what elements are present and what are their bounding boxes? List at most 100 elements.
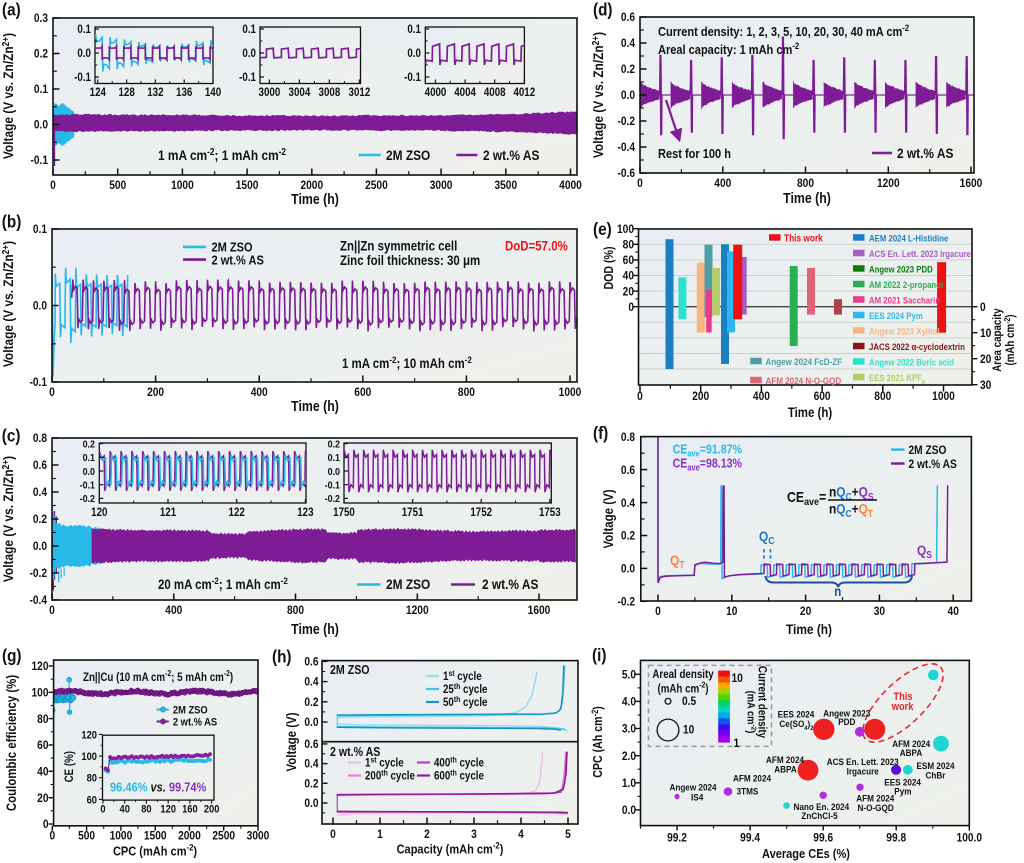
svg-text:400: 400 (165, 604, 182, 617)
svg-text:(e): (e) (593, 219, 612, 239)
svg-text:0.6: 0.6 (304, 738, 318, 751)
svg-text:10: 10 (726, 605, 737, 618)
svg-text:2 wt.% AS: 2 wt.% AS (483, 147, 540, 163)
svg-text:0.0: 0.0 (621, 90, 635, 103)
svg-text:(d): (d) (593, 0, 613, 20)
svg-text:20: 20 (37, 792, 48, 805)
svg-text:CPC (mAh cm-2): CPC (mAh cm-2) (113, 842, 197, 859)
svg-text:2 wt.% AS: 2 wt.% AS (897, 145, 954, 161)
svg-text:136: 136 (176, 86, 192, 99)
svg-text:0: 0 (100, 804, 105, 816)
svg-text:Angew 2024: Angew 2024 (669, 782, 716, 793)
svg-text:nQC+QS: nQC+QS (829, 484, 874, 503)
svg-text:800: 800 (874, 390, 891, 403)
svg-text:JACS 2022 α-cyclodextrin: JACS 2022 α-cyclodextrin (869, 341, 965, 352)
svg-text:0.1: 0.1 (34, 84, 48, 97)
svg-text:1000: 1000 (559, 386, 582, 399)
svg-text:ABPA: ABPA (900, 747, 923, 758)
svg-text:2M ZSO: 2M ZSO (212, 240, 253, 255)
svg-text:DOD (%): DOD (%) (602, 246, 616, 289)
svg-text:0: 0 (50, 179, 56, 192)
svg-text:2 wt.% AS: 2 wt.% AS (482, 576, 539, 592)
svg-text:nQC+QT: nQC+QT (829, 501, 873, 520)
svg-text:0.0: 0.0 (33, 300, 47, 313)
svg-text:2M ZSO: 2M ZSO (386, 576, 430, 592)
svg-text:-0.1: -0.1 (29, 377, 47, 390)
svg-text:1: 1 (377, 828, 383, 841)
svg-text:Voltage (V): Voltage (V) (601, 489, 616, 548)
svg-text:0.0: 0.0 (304, 797, 318, 810)
svg-text:(h): (h) (272, 646, 292, 666)
svg-text:Zn||Cu (10 mA cm-2; 5 mAh cm-2: Zn||Cu (10 mA cm-2; 5 mAh cm-2) (83, 668, 234, 684)
svg-text:AFM 2024: AFM 2024 (766, 754, 804, 765)
svg-text:1500: 1500 (144, 830, 167, 843)
svg-text:500: 500 (109, 179, 126, 192)
svg-text:99.2: 99.2 (667, 832, 687, 845)
svg-text:3004: 3004 (289, 86, 311, 99)
svg-text:120: 120 (160, 804, 176, 816)
svg-text:0: 0 (980, 301, 986, 314)
svg-text:0.0: 0.0 (304, 716, 318, 729)
svg-text:0.2: 0.2 (33, 514, 47, 527)
svg-text:5: 5 (565, 828, 571, 841)
svg-text:Angew 2023 PDD: Angew 2023 PDD (869, 264, 933, 275)
svg-text:30: 30 (980, 379, 991, 392)
svg-text:80: 80 (623, 239, 634, 252)
svg-text:Zn||Zn symmetric cell: Zn||Zn symmetric cell (340, 239, 457, 254)
svg-text:0.0: 0.0 (622, 804, 636, 817)
svg-text:0.2: 0.2 (83, 439, 96, 451)
svg-text:(c): (c) (2, 425, 21, 445)
svg-text:Voltage (V vs. Zn/Zn2+): Voltage (V vs. Zn/Zn2+) (0, 33, 16, 159)
svg-text:work: work (891, 701, 914, 713)
svg-text:0.2: 0.2 (34, 48, 48, 61)
svg-text:20: 20 (623, 286, 634, 299)
svg-text:122: 122 (229, 506, 245, 519)
svg-text:1751: 1751 (402, 506, 424, 519)
svg-text:Angew 2022 Boric acid: Angew 2022 Boric acid (869, 357, 954, 368)
svg-text:CEave=98.13%: CEave=98.13% (673, 457, 742, 473)
svg-text:ChBr: ChBr (926, 770, 946, 781)
svg-text:0.2: 0.2 (304, 696, 318, 709)
svg-text:121: 121 (160, 506, 176, 519)
svg-text:This work: This work (784, 233, 824, 244)
svg-text:600: 600 (814, 390, 831, 403)
svg-text:0.8: 0.8 (33, 433, 47, 446)
svg-text:200th cycle: 200th cycle (365, 768, 415, 783)
svg-text:Pym: Pym (894, 786, 911, 797)
svg-text:400th cycle: 400th cycle (434, 755, 484, 770)
svg-text:1000: 1000 (932, 390, 955, 403)
svg-text:3000: 3000 (430, 179, 453, 192)
svg-text:0.2: 0.2 (621, 64, 635, 77)
svg-text:This: This (893, 691, 912, 703)
svg-text:-0.4: -0.4 (29, 595, 47, 608)
svg-text:2.0: 2.0 (622, 750, 636, 763)
svg-text:100: 100 (617, 223, 634, 236)
svg-text:4000: 4000 (425, 86, 447, 99)
svg-text:1200: 1200 (877, 177, 900, 190)
svg-text:-0.1: -0.1 (30, 155, 48, 168)
svg-text:5.0: 5.0 (622, 669, 636, 682)
svg-text:1753: 1753 (539, 506, 561, 519)
svg-text:0.8: 0.8 (621, 431, 635, 444)
svg-text:EES 2024 Pym: EES 2024 Pym (869, 310, 923, 321)
svg-text:(b): (b) (2, 211, 22, 231)
svg-text:0.0: 0.0 (83, 466, 96, 478)
svg-text:Time (h): Time (h) (291, 621, 339, 637)
svg-text:0.2: 0.2 (304, 778, 318, 791)
svg-text:120: 120 (91, 506, 107, 519)
svg-text:40: 40 (120, 804, 131, 816)
svg-text:(a): (a) (2, 0, 21, 20)
svg-text:-0.1: -0.1 (404, 71, 421, 84)
svg-text:Angew 2023: Angew 2023 (823, 708, 870, 719)
svg-text:4012: 4012 (513, 86, 535, 99)
svg-text:Areal density: Areal density (652, 668, 713, 681)
svg-text:ESM 2024: ESM 2024 (916, 760, 954, 771)
svg-text:3012: 3012 (349, 86, 371, 99)
svg-text:80: 80 (87, 773, 98, 785)
svg-text:0: 0 (330, 828, 336, 841)
svg-text:Area capacity: Area capacity (991, 308, 1004, 372)
svg-text:200: 200 (147, 386, 164, 399)
svg-text:AEM 2024 L-Histidine: AEM 2024 L-Histidine (869, 233, 949, 244)
svg-text:2M ZSO: 2M ZSO (909, 444, 947, 457)
svg-text:0: 0 (49, 386, 55, 399)
